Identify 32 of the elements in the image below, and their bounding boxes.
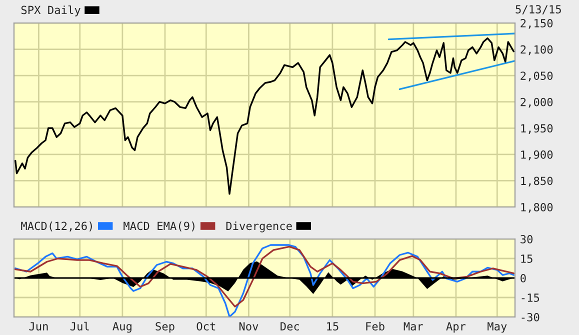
x-tick-label: Aug [112,322,132,333]
x-tick-label: Apr [446,322,466,333]
y-tick-label: 1,800 [521,203,553,213]
legend-label: Divergence [226,222,292,232]
x-tick-label: Mar [404,322,424,331]
y-tick-label: 2,050 [520,72,553,82]
y-tick-label: 0 [520,274,526,282]
x-tick-label: 15 [327,322,338,331]
x-tick-label: Sep [156,322,174,333]
y-tick-label: -30 [522,313,540,322]
x-tick-label: Feb [366,322,384,331]
y-tick-label: 15 [521,254,532,263]
x-tick-label: Nov [239,322,258,331]
y-tick-label: 30 [520,235,533,244]
x-tick-label: Jul [70,322,89,331]
text: 5/13/15 [516,5,561,14]
y-tick-label: 1,950 [521,124,553,134]
y-tick-label: 2,150 [520,19,553,29]
y-tick-label: 1,900 [521,150,553,160]
x-tick-label: Oct [196,322,216,331]
y-tick-label: 1,850 [521,176,553,187]
y-tick-label: 2,100 [520,45,553,56]
y-tick-label: 2,000 [520,98,553,108]
legend-label: SPX Daily [21,6,80,16]
line-series [14,37,514,195]
x-tick-label: Dec [280,322,299,331]
y-tick-label: -15 [522,294,540,302]
x-tick-label: May [488,322,507,333]
x-tick-label: Jun [29,322,48,331]
line-series [14,246,514,308]
legend-label: MACD EMA(9) [124,222,194,232]
legend-label: MACD(12,26) [21,222,92,232]
